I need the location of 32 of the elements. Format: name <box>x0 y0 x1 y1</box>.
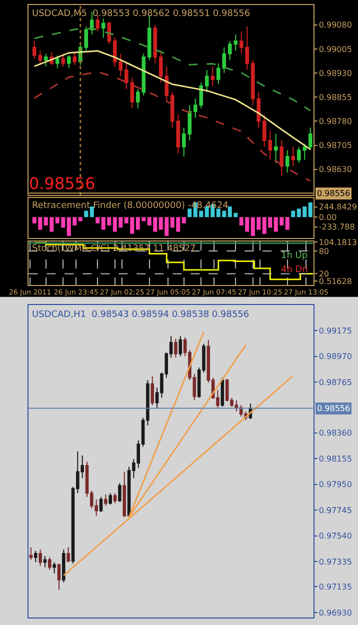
chart-title: USDCAD,M5 0.98553 0.98562 0.98551 0.98556 <box>32 9 250 19</box>
y-tick-label: 0.99080 <box>318 20 352 30</box>
y-tick-label: 0.51628 <box>318 276 352 286</box>
y-tick-label: 20 <box>318 269 330 278</box>
y-tick-label: 0.98630 <box>318 165 352 174</box>
y-tick-label: 0.99005 <box>318 44 352 54</box>
y-tick-label: 0.98705 <box>318 141 352 150</box>
ref-line-label: 0.98556 <box>317 189 350 198</box>
y-tick-label: 244.8429 <box>318 202 358 212</box>
y-tick-label: 0.97950 <box>318 480 352 490</box>
y-tick-label: 0.00 <box>318 212 337 222</box>
annotation: 0.98556 <box>29 174 96 193</box>
y-tick-label: 0.97135 <box>318 582 352 592</box>
y-tick-label: 0.98765 <box>318 378 352 387</box>
annotation: 1h Up <box>281 251 308 261</box>
annotation: 4h Dn <box>281 265 308 275</box>
ref-line-label: 0.98556 <box>317 404 350 413</box>
y-tick-label: 0.98360 <box>318 428 352 438</box>
y-tick-label: 0.97335 <box>318 557 352 566</box>
y-tick-label: 0.96930 <box>318 608 352 618</box>
y-tick-label: -233.788 <box>318 222 355 232</box>
y-tick-label: 0.98780 <box>318 116 352 126</box>
y-tick-label: 104.1813 <box>318 238 358 247</box>
text: USDCAD,H1 0.98543 0.98594 0.98538 0.98556 <box>32 310 250 320</box>
y-tick-label: 0.98930 <box>318 68 352 78</box>
y-tick-label: 0.98155 <box>318 454 352 464</box>
y-tick-label: 0.97745 <box>318 506 352 515</box>
y-tick-label: 0.98970 <box>318 352 352 362</box>
y-tick-label: 0.97540 <box>318 532 352 541</box>
y-tick-label: 80 <box>318 246 330 256</box>
y-tick-label: 0.98855 <box>318 92 352 102</box>
y-tick-label: 0.99175 <box>318 326 352 336</box>
